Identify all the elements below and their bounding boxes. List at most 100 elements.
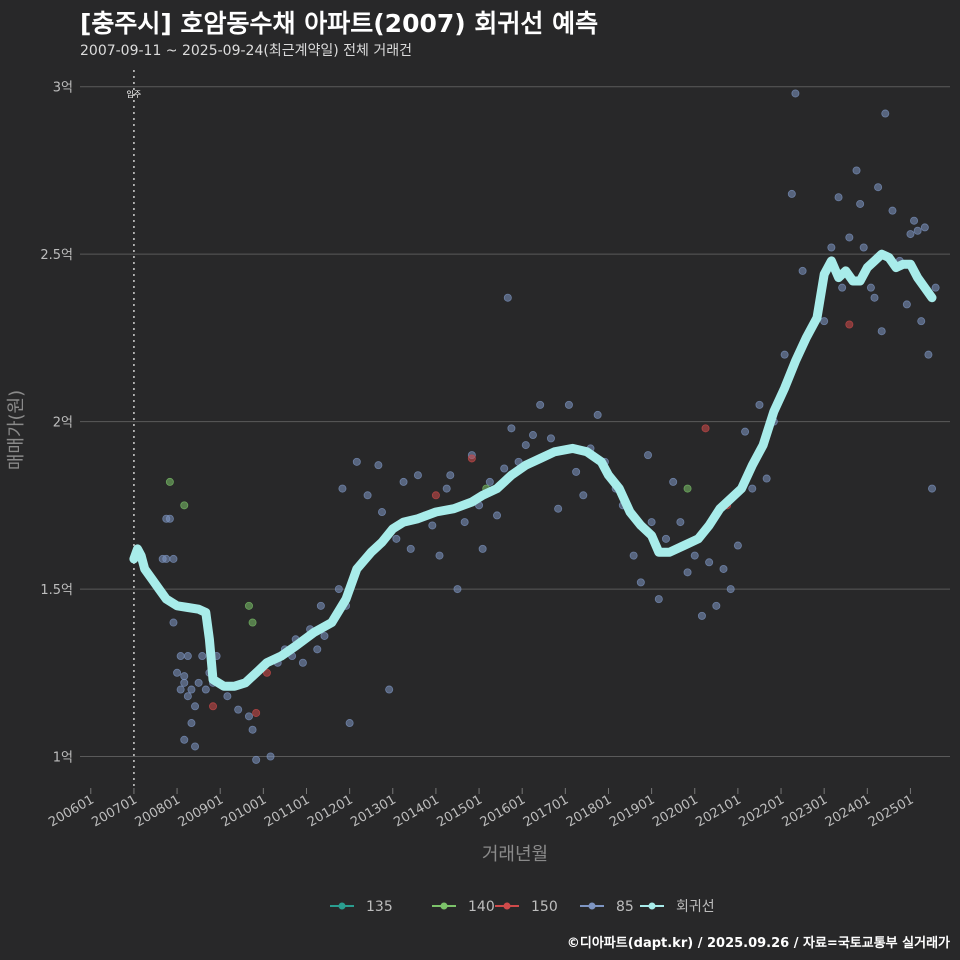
point-85 [906, 230, 915, 239]
point-85 [313, 645, 322, 654]
legend-swatch-dot [503, 902, 511, 910]
point-85 [223, 692, 232, 701]
x-tick-label: 200601 [46, 792, 96, 830]
point-85 [791, 89, 800, 98]
point-140 [180, 501, 189, 510]
point-85 [345, 719, 354, 728]
y-tick-label: 2.5억 [40, 248, 73, 263]
move-in-label: 입주 [127, 90, 142, 99]
point-85 [629, 551, 638, 560]
point-85 [877, 327, 886, 336]
x-axis-ticks: 2006012007012008012009012010012011012012… [46, 788, 916, 830]
x-tick-label: 201001 [219, 792, 269, 830]
point-85 [888, 206, 897, 215]
point-140 [165, 477, 174, 486]
point-85 [762, 474, 771, 483]
point-85 [683, 568, 692, 577]
point-85 [870, 293, 879, 302]
point-85 [920, 223, 929, 232]
point-85 [244, 712, 253, 721]
legend-label: 140 [468, 899, 495, 915]
point-85 [644, 451, 653, 460]
y-tick-label: 2억 [53, 416, 73, 431]
x-tick-label: 201101 [262, 792, 312, 830]
legend: 135 140 150 85 회귀선 [330, 899, 715, 915]
point-85 [180, 678, 189, 687]
point-150 [431, 491, 440, 500]
y-tick-label: 1억 [53, 751, 73, 766]
point-85 [712, 601, 721, 610]
point-85 [478, 544, 487, 553]
x-tick-label: 202101 [693, 792, 743, 830]
point-85 [636, 578, 645, 587]
point-140 [683, 484, 692, 493]
point-85 [316, 601, 325, 610]
point-85 [248, 725, 257, 734]
y-tick-label: 3억 [53, 81, 73, 96]
point-85 [866, 283, 875, 292]
point-85 [500, 464, 509, 473]
point-85 [705, 558, 714, 567]
point-85 [536, 400, 545, 409]
point-85 [647, 518, 656, 527]
point-85 [798, 266, 807, 275]
point-85 [554, 504, 563, 513]
x-tick-label: 200701 [89, 792, 139, 830]
point-85 [733, 541, 742, 550]
x-tick-label: 201301 [348, 792, 398, 830]
point-85 [546, 434, 555, 443]
legend-label: 150 [531, 899, 558, 915]
x-tick-label: 201501 [435, 792, 485, 830]
point-85 [572, 467, 581, 476]
point-85 [180, 672, 189, 681]
point-85 [165, 514, 174, 523]
point-85 [338, 484, 347, 493]
point-85 [787, 189, 796, 198]
point-140 [248, 618, 257, 627]
point-85 [392, 534, 401, 543]
point-85 [377, 508, 386, 517]
point-85 [579, 491, 588, 500]
chart-title: [충주시] 호암동수채 아파트(2007) 회귀선 예측 [80, 9, 599, 38]
x-tick-label: 201701 [521, 792, 571, 830]
point-85 [902, 300, 911, 309]
chart-subtitle: 2007-09-11 ~ 2025-09-24(최근계약일) 전체 거래건 [80, 43, 412, 59]
x-tick-label: 201401 [391, 792, 441, 830]
regression-path [129, 249, 937, 691]
point-85 [697, 611, 706, 620]
point-85 [169, 618, 178, 627]
point-85 [399, 477, 408, 486]
legend-label: 회귀선 [676, 899, 715, 915]
y-tick-label: 1.5억 [40, 583, 73, 598]
point-85 [780, 350, 789, 359]
point-85 [183, 652, 192, 661]
point-150 [467, 454, 476, 463]
point-85 [187, 685, 196, 694]
legend-swatch-dot [440, 902, 448, 910]
point-85 [194, 678, 203, 687]
point-85 [428, 521, 437, 530]
point-85 [845, 233, 854, 242]
y-axis-ticks: 1억 1.5억 2억 2.5억 3억 [40, 81, 73, 766]
x-tick-label: 200801 [133, 792, 183, 830]
point-85 [187, 719, 196, 728]
legend-label: 85 [616, 899, 634, 915]
point-85 [726, 585, 735, 594]
point-85 [593, 410, 602, 419]
point-85 [924, 350, 933, 359]
point-85 [741, 427, 750, 436]
point-85 [234, 705, 243, 714]
point-85 [198, 652, 207, 661]
point-85 [413, 471, 422, 480]
x-tick-label: 202501 [866, 792, 916, 830]
x-tick-label: 201801 [564, 792, 614, 830]
point-85 [334, 585, 343, 594]
legend-label: 135 [366, 899, 393, 915]
point-85 [298, 658, 307, 667]
point-85 [661, 534, 670, 543]
point-85 [173, 668, 182, 677]
point-85 [748, 484, 757, 493]
point-85 [191, 702, 200, 711]
point-85 [446, 471, 455, 480]
point-85 [755, 400, 764, 409]
